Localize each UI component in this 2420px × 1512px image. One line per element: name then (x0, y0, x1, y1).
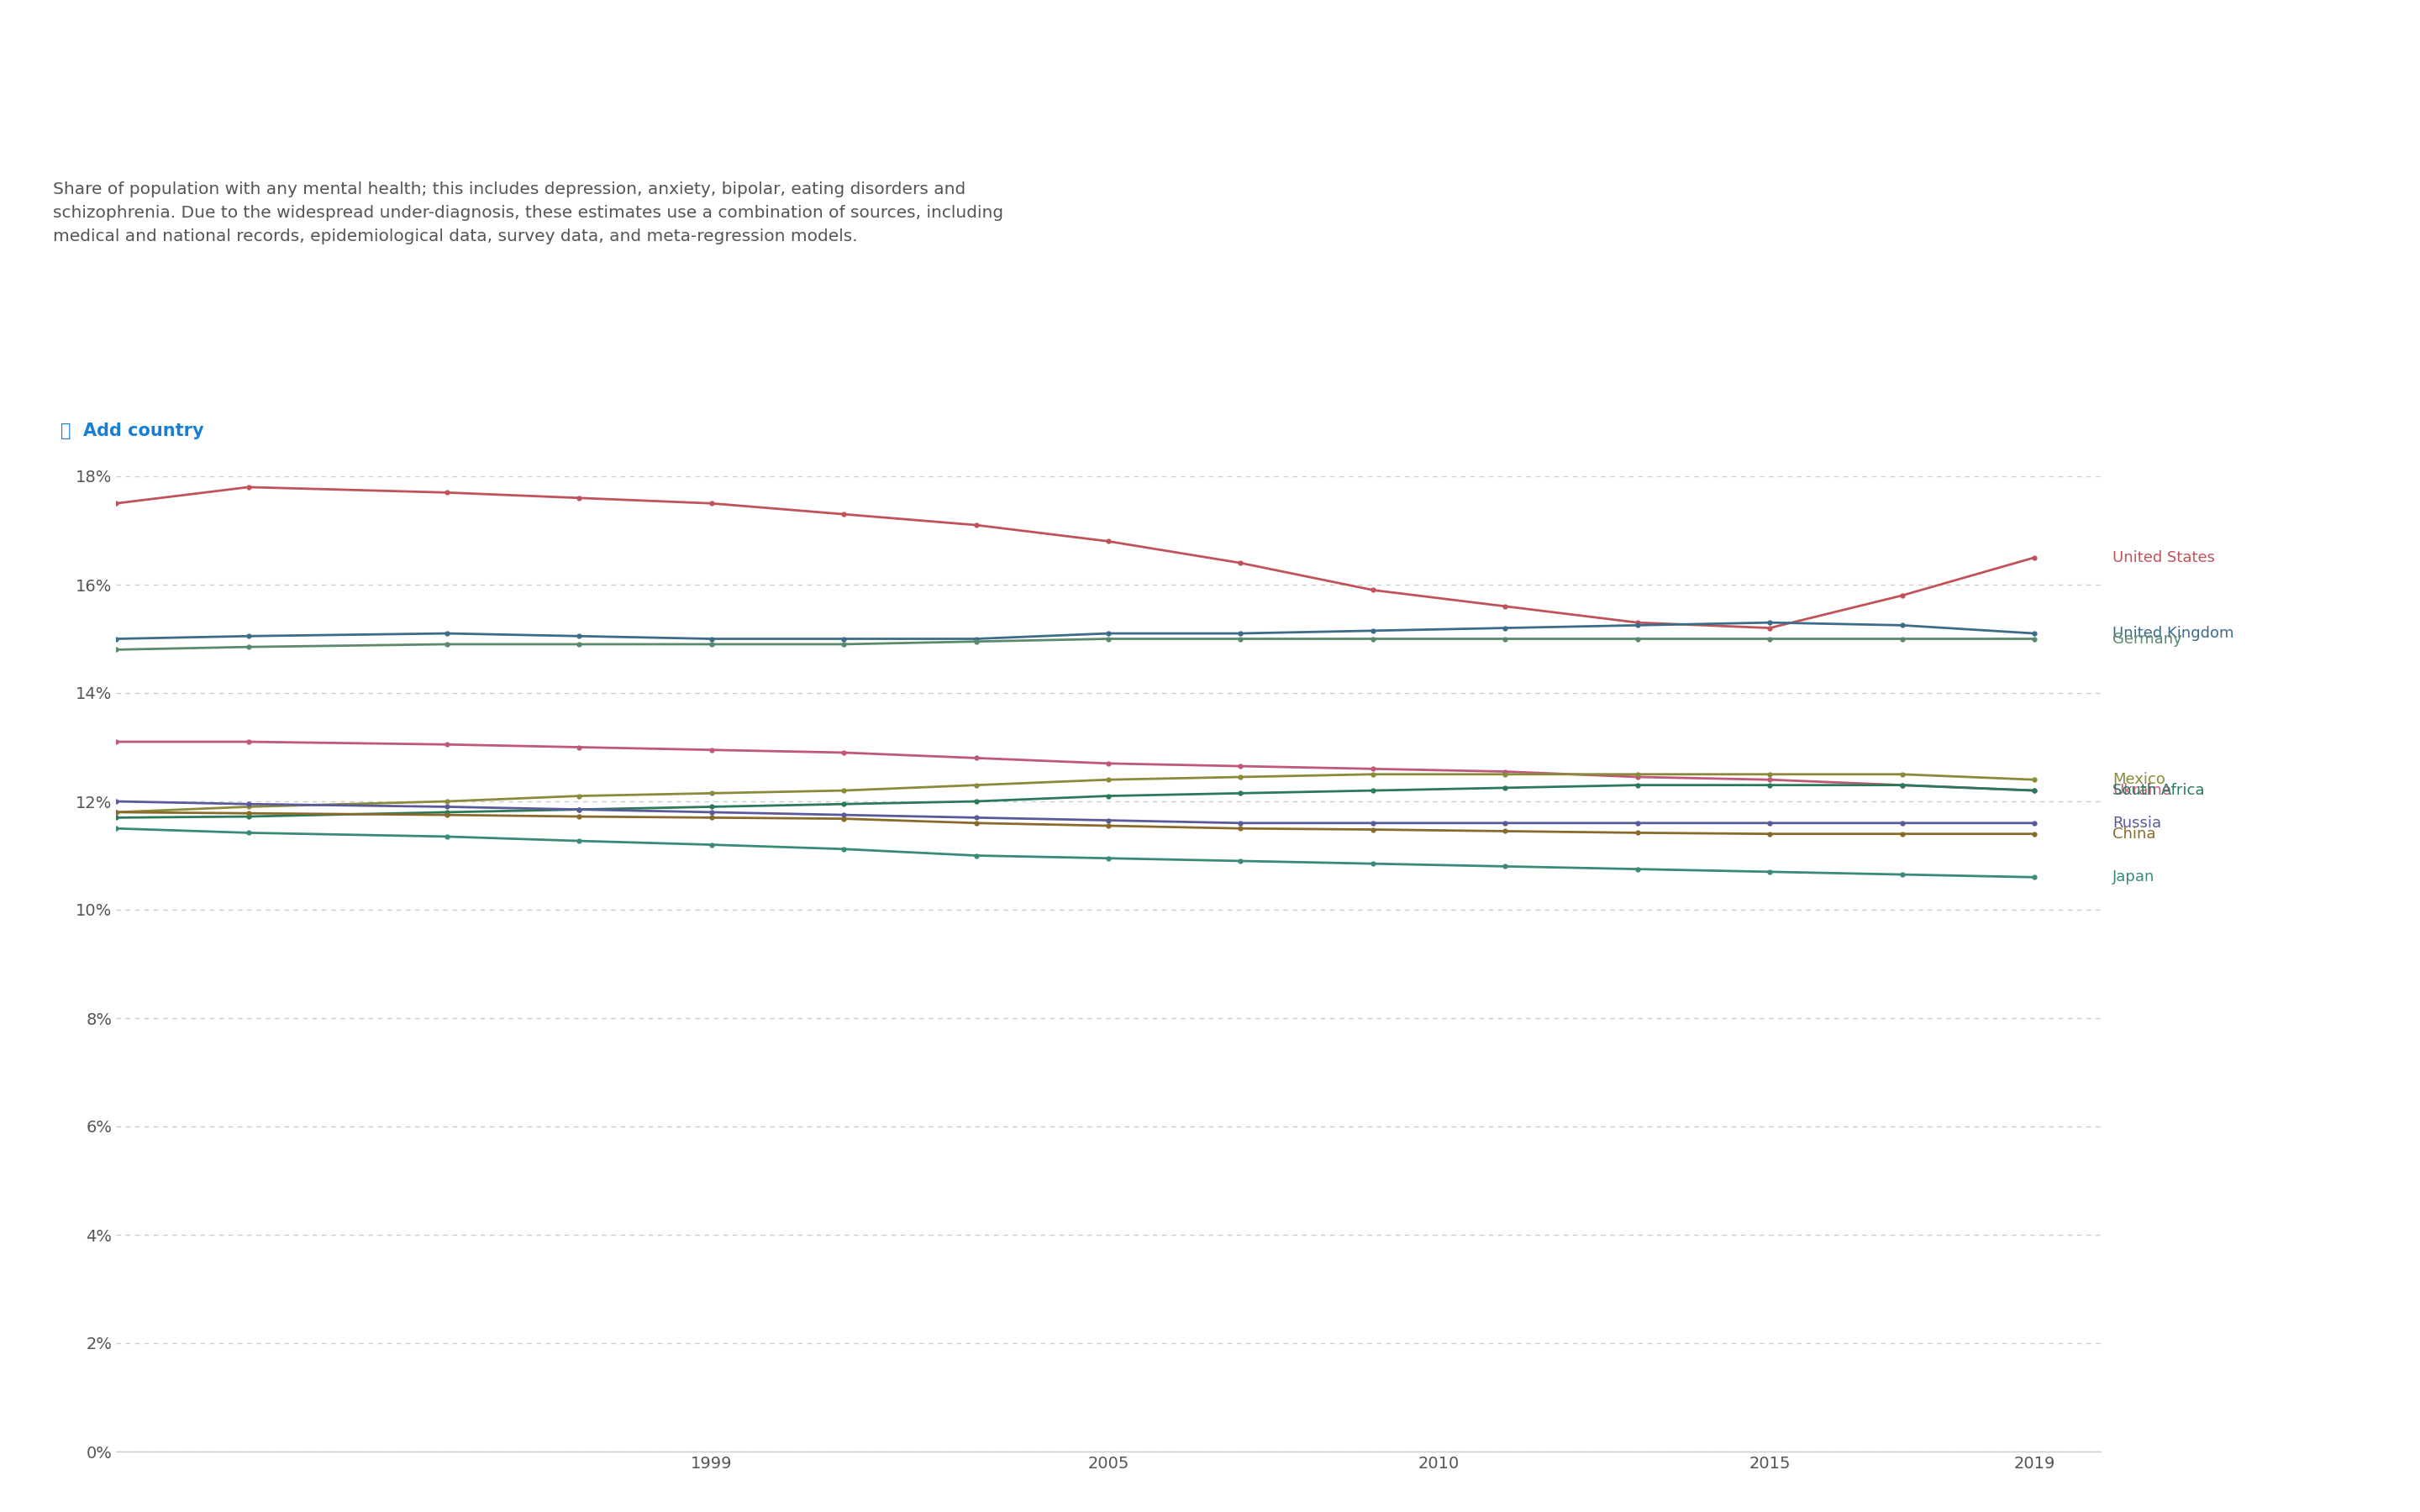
Text: China: China (2113, 827, 2156, 842)
Text: Japan: Japan (2113, 869, 2154, 885)
Text: South Africa: South Africa (2113, 783, 2205, 798)
Text: Ukraine: Ukraine (2113, 783, 2171, 798)
Text: Mexico: Mexico (2113, 773, 2166, 788)
Text: Germany: Germany (2113, 632, 2183, 647)
Text: ➕  Add country: ➕ Add country (60, 422, 203, 440)
Text: Russia: Russia (2113, 815, 2161, 830)
Text: Share of population with any mental health; this includes depression, anxiety, b: Share of population with any mental heal… (53, 181, 1004, 245)
Text: United Kingdom: United Kingdom (2113, 626, 2234, 641)
Text: United States: United States (2113, 550, 2214, 565)
